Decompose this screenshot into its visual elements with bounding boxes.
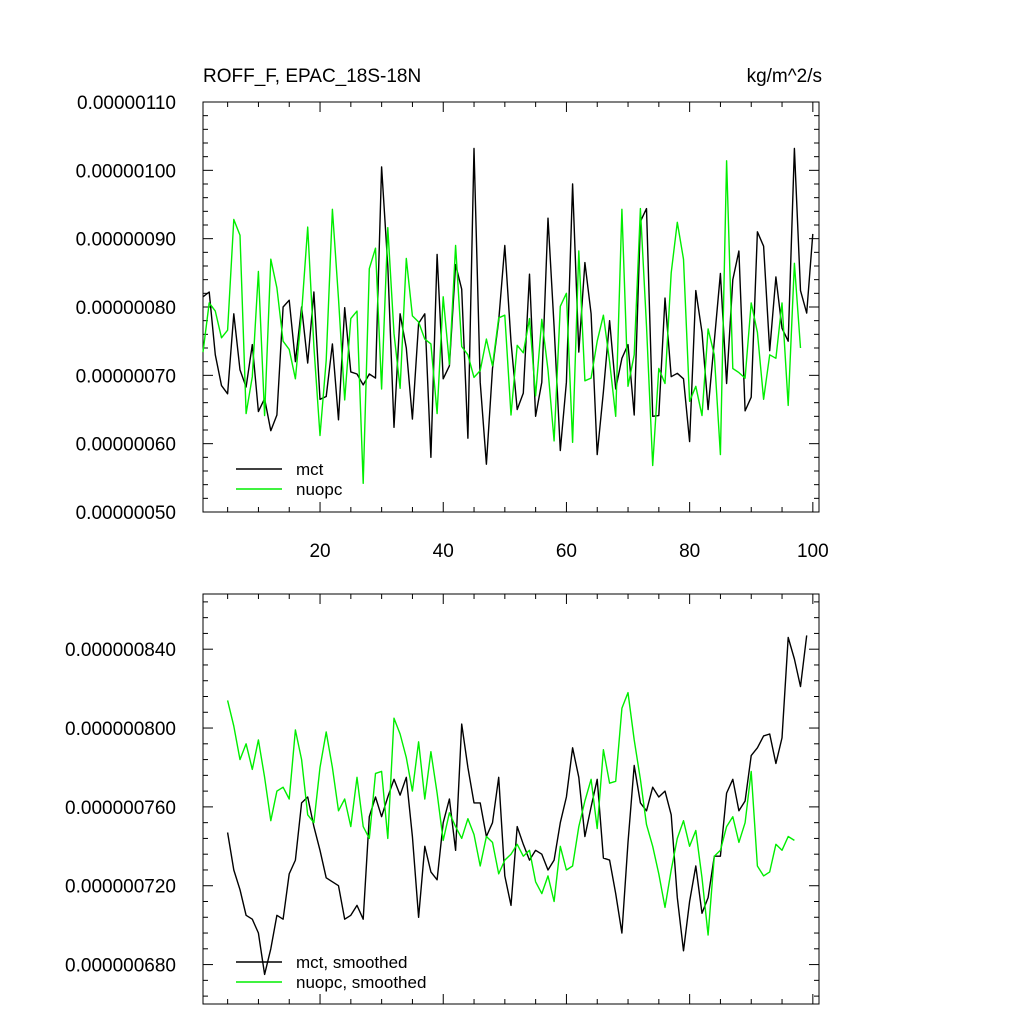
legend-label-nuopc: nuopc: [296, 480, 343, 499]
y-tick-label: 0.00000060: [76, 435, 176, 456]
series-lines: [202, 147, 814, 484]
panel-bottom: 0.000000680 0.000000720 0.000000760 0.00000…: [65, 593, 820, 1005]
series-line-mct-smoothed: [226, 635, 808, 976]
legend: mct, smoothed nuopc, smoothed: [236, 953, 426, 992]
y-tick-label: 0.000000800: [65, 719, 176, 740]
series-lines: [226, 635, 808, 976]
y-axis-tick-labels: 0.000000680 0.000000720 0.000000760 0.00000…: [65, 640, 176, 976]
x-tick-label: 60: [556, 541, 577, 562]
y-tick-label: 0.000000840: [65, 640, 176, 661]
legend-label-nuopc-smoothed: nuopc, smoothed: [296, 973, 426, 992]
x-tick-label: 40: [433, 541, 454, 562]
y-tick-label: 0.000000760: [65, 798, 176, 819]
x-tick-label: 100: [797, 541, 829, 562]
legend: mct nuopc: [236, 460, 343, 499]
legend-label-mct-smoothed: mct, smoothed: [296, 953, 408, 972]
x-tick-label: 20: [309, 541, 330, 562]
chart-units: kg/m^2/s: [747, 66, 822, 87]
y-tick-label: 0.00000050: [76, 503, 176, 524]
y-tick-label: 0.000000680: [65, 956, 176, 977]
series-line-nuopc: [202, 160, 802, 484]
y-tick-label: 0.00000080: [76, 298, 176, 319]
series-line-nuopc-smoothed: [226, 691, 795, 936]
plot-frame: [202, 593, 820, 1005]
x-axis-tick-labels: 20 40 60 80 100: [309, 541, 828, 562]
chart-title: ROFF_F, EPAC_18S-18N: [203, 66, 421, 87]
y-tick-label: 0.00000100: [76, 161, 176, 182]
axis-ticks: [203, 594, 819, 1004]
y-tick-label: 0.00000090: [76, 230, 176, 251]
y-tick-label: 0.000000720: [65, 877, 176, 898]
y-tick-label: 0.00000070: [76, 366, 176, 387]
series-line-mct: [202, 147, 814, 465]
x-tick-label: 80: [679, 541, 700, 562]
y-tick-label: 0.00000110: [77, 93, 176, 114]
axis-ticks: [203, 101, 819, 513]
y-axis-tick-labels: 0.00000050 0.00000060 0.00000070 0.00000080…: [76, 93, 176, 524]
legend-label-mct: mct: [296, 460, 324, 479]
panel-top: ROFF_F, EPAC_18S-18N kg/m^2/s 0.00000050…: [76, 66, 829, 562]
